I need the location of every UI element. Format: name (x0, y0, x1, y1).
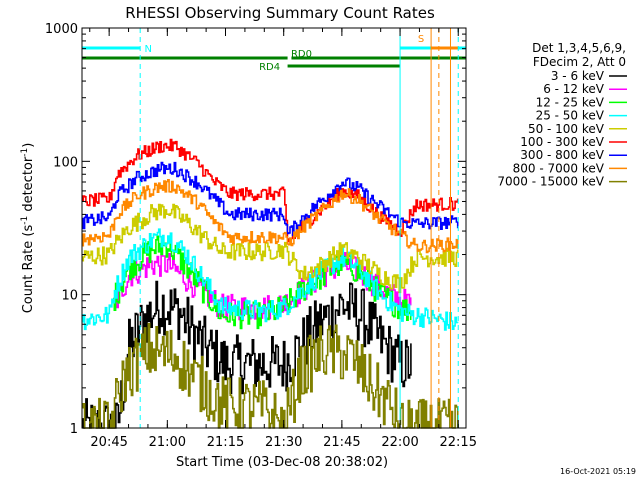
legend-entry-label: 300 - 800 keV (520, 148, 604, 162)
x-tick-label: 22:00 (381, 435, 418, 450)
x-axis-label: Start Time (03-Dec-08 20:38:02) (176, 455, 388, 470)
state-bar-label: N (144, 44, 151, 55)
series-line (82, 161, 459, 237)
x-tick-label: 22:15 (440, 435, 477, 450)
legend-title-line: FDecim 2, Att 0 (533, 55, 626, 69)
y-tick-label: 100 (53, 155, 78, 170)
axes-layer: 1 10 100 1000 20:45 21:00 21:15 21:30 21:45 22:00… (45, 22, 477, 450)
legend-entry-label: 12 - 25 keV (536, 95, 605, 109)
legend-title-line: Det 1,3,4,5,6,9, (532, 41, 626, 55)
legend-entry-label: 6 - 12 keV (543, 82, 605, 96)
y-tick-label: 10 (61, 289, 78, 304)
x-tick-label: 20:45 (90, 435, 127, 450)
x-tick-label: 21:30 (265, 435, 302, 450)
y-tick-label: 1000 (45, 22, 78, 37)
legend-entry-label: 800 - 7000 keV (513, 161, 605, 175)
data-layer (82, 138, 459, 429)
y-label-part: ) (21, 143, 36, 148)
x-tick-label: 21:15 (207, 435, 244, 450)
legend: Det 1,3,4,5,6,9, FDecim 2, Att 0 3 - 6 k… (497, 41, 627, 189)
legend-entry-label: 7000 - 15000 keV (497, 175, 604, 189)
y-label-sup: -1 (20, 148, 30, 157)
series-line (82, 280, 412, 429)
state-bar-label: S (418, 34, 424, 45)
series-line (82, 228, 459, 331)
y-label-part: Count Rate (s (21, 225, 36, 314)
chart-title: RHESSI Observing Summary Count Rates (125, 4, 435, 22)
legend-entry-label: 50 - 100 keV (528, 122, 605, 136)
y-tick-label: 1 (70, 422, 78, 437)
y-label-part: detector (21, 156, 36, 216)
legend-entry-label: 3 - 6 keV (551, 69, 605, 83)
y-axis-label: Count Rate (s-1 detector-1) (20, 143, 36, 314)
legend-entry-label: 25 - 50 keV (536, 109, 605, 123)
plot-frame (81, 27, 467, 429)
x-tick-label: 21:45 (323, 435, 360, 450)
x-tick-label: 21:00 (149, 435, 186, 450)
overlay-layer: RD0 RD4 N S (82, 28, 466, 428)
state-bar-label: RD4 (259, 62, 280, 73)
y-label-sup: -1 (20, 216, 30, 225)
state-bar-label: RD0 (291, 49, 312, 60)
legend-entry-label: 100 - 300 keV (520, 135, 604, 149)
series-line (82, 179, 459, 254)
footer-timestamp: 16-Oct-2021 05:19 (560, 467, 636, 476)
series-line (82, 203, 459, 294)
